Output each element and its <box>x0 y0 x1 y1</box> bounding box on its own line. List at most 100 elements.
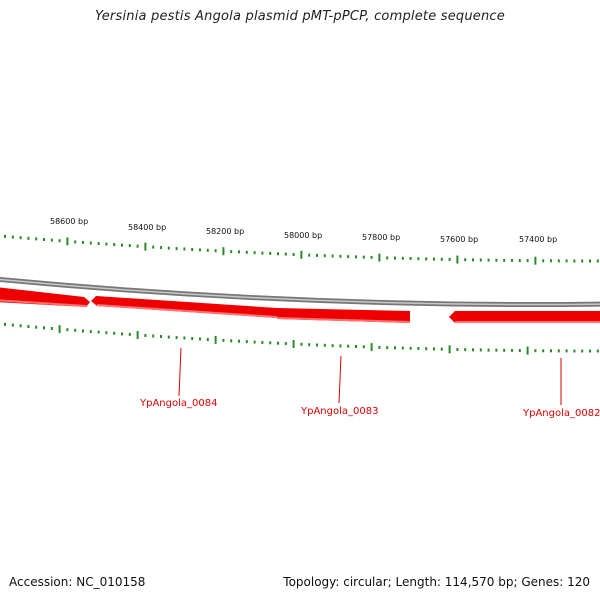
outer-minor-tick <box>557 259 560 263</box>
inner-minor-tick <box>557 349 560 353</box>
inner-minor-tick <box>355 345 357 348</box>
gene-arrow-ypangola-0084[interactable] <box>91 296 277 318</box>
gene-arrow-ypangola-0082[interactable] <box>449 311 600 323</box>
inner-minor-tick <box>518 349 521 352</box>
inner-minor-tick <box>89 330 92 334</box>
scale-label-58400: 58400 bp <box>128 223 166 232</box>
inner-minor-tick <box>27 325 30 328</box>
outer-minor-tick <box>596 259 599 263</box>
inner-minor-tick <box>331 344 334 348</box>
inner-minor-tick <box>113 331 116 335</box>
inner-minor-tick <box>167 335 170 339</box>
inner-minor-tick <box>534 349 537 353</box>
outer-minor-tick <box>206 248 209 252</box>
inner-minor-tick <box>581 349 584 353</box>
inner-minor-tick <box>4 322 6 326</box>
inner-minor-tick <box>128 332 131 336</box>
gene-label-ypangola-0083[interactable]: YpAngola_0083 <box>300 406 378 417</box>
outer-minor-tick <box>277 252 279 256</box>
outer-scale-ticks <box>4 234 599 265</box>
outer-minor-tick <box>160 246 162 250</box>
inner-minor-tick <box>323 343 326 347</box>
scale-label-58000: 58000 bp <box>284 231 322 240</box>
outer-minor-tick <box>479 258 482 262</box>
outer-minor-tick <box>284 252 287 256</box>
inner-minor-tick <box>284 342 287 346</box>
inner-minor-tick <box>487 348 490 352</box>
inner-minor-tick <box>503 348 506 352</box>
inner-minor-tick <box>245 340 248 344</box>
inner-major-tick <box>526 346 529 355</box>
outer-minor-tick <box>401 256 404 260</box>
outer-minor-tick <box>261 251 264 255</box>
outer-minor-tick <box>347 255 350 259</box>
inner-minor-tick <box>175 336 178 340</box>
leader-line-ypangola-0083 <box>338 355 342 404</box>
outer-minor-tick <box>573 259 576 263</box>
backbone-arc <box>0 276 600 307</box>
outer-minor-tick <box>35 237 38 241</box>
gene-label-ypangola-0084[interactable]: YpAngola_0084 <box>139 398 217 409</box>
outer-minor-tick <box>409 257 412 260</box>
inner-minor-tick <box>66 328 69 332</box>
inner-minor-tick <box>144 334 147 337</box>
inner-minor-tick <box>464 348 467 352</box>
inner-minor-tick <box>261 341 264 344</box>
inner-major-tick <box>292 340 295 348</box>
outer-minor-tick <box>183 247 186 251</box>
inner-minor-tick <box>152 334 155 338</box>
outer-minor-tick <box>4 234 6 238</box>
inner-minor-tick <box>121 332 123 336</box>
outer-minor-tick <box>19 236 22 240</box>
outer-minor-tick <box>448 257 451 261</box>
outer-minor-tick <box>43 238 45 241</box>
inner-minor-tick <box>596 349 599 353</box>
inner-minor-tick <box>82 329 84 333</box>
scale-labels: 58600 bp 58400 bp 58200 bp 58000 bp 5780… <box>50 217 557 244</box>
inner-major-tick <box>370 343 373 352</box>
gene-label-ypangola-0082[interactable]: YpAngola_0082 <box>522 408 600 419</box>
inner-minor-tick <box>160 335 162 338</box>
inner-minor-tick <box>456 348 459 351</box>
outer-major-tick <box>378 253 381 262</box>
inner-minor-tick <box>105 331 108 335</box>
inner-minor-tick <box>230 339 233 343</box>
outer-minor-tick <box>542 259 545 263</box>
gene-labels: YpAngola_0084 YpAngola_0083 YpAngola_008… <box>139 398 600 419</box>
inner-minor-tick <box>386 346 389 350</box>
inner-major-tick <box>448 345 451 354</box>
inner-minor-tick <box>35 325 38 329</box>
outer-minor-tick <box>370 255 373 259</box>
inner-minor-tick <box>425 347 428 351</box>
outer-minor-tick <box>355 255 357 259</box>
inner-minor-tick <box>11 323 14 327</box>
inner-minor-tick <box>269 341 272 345</box>
inner-minor-tick <box>19 324 22 328</box>
outer-minor-tick <box>433 257 435 261</box>
scale-label-57400: 57400 bp <box>519 235 557 244</box>
inner-minor-tick <box>401 346 404 350</box>
outer-minor-tick <box>495 258 498 262</box>
inner-minor-tick <box>316 343 318 347</box>
inner-minor-tick <box>550 349 552 353</box>
outer-minor-tick <box>503 258 506 262</box>
inner-minor-tick <box>253 340 256 344</box>
inner-minor-tick <box>50 327 53 330</box>
outer-minor-tick <box>152 245 155 249</box>
inner-minor-tick <box>74 328 77 332</box>
inner-minor-tick <box>362 345 365 349</box>
scale-label-58200: 58200 bp <box>206 227 244 236</box>
outer-minor-tick <box>74 240 77 244</box>
outer-minor-tick <box>417 257 420 261</box>
inner-minor-tick <box>409 346 412 350</box>
outer-minor-tick <box>526 259 529 263</box>
map-title: Yersinia pestis Angola plasmid pMT-pPCP,… <box>95 9 505 24</box>
outer-minor-tick <box>11 235 14 239</box>
outer-minor-tick <box>589 259 591 263</box>
outer-minor-tick <box>292 253 295 256</box>
inner-minor-tick <box>199 337 201 341</box>
inner-minor-tick <box>565 349 568 353</box>
sequence-summary-text: Topology: circular; Length: 114,570 bp; … <box>283 575 590 589</box>
inner-minor-tick <box>433 347 435 351</box>
